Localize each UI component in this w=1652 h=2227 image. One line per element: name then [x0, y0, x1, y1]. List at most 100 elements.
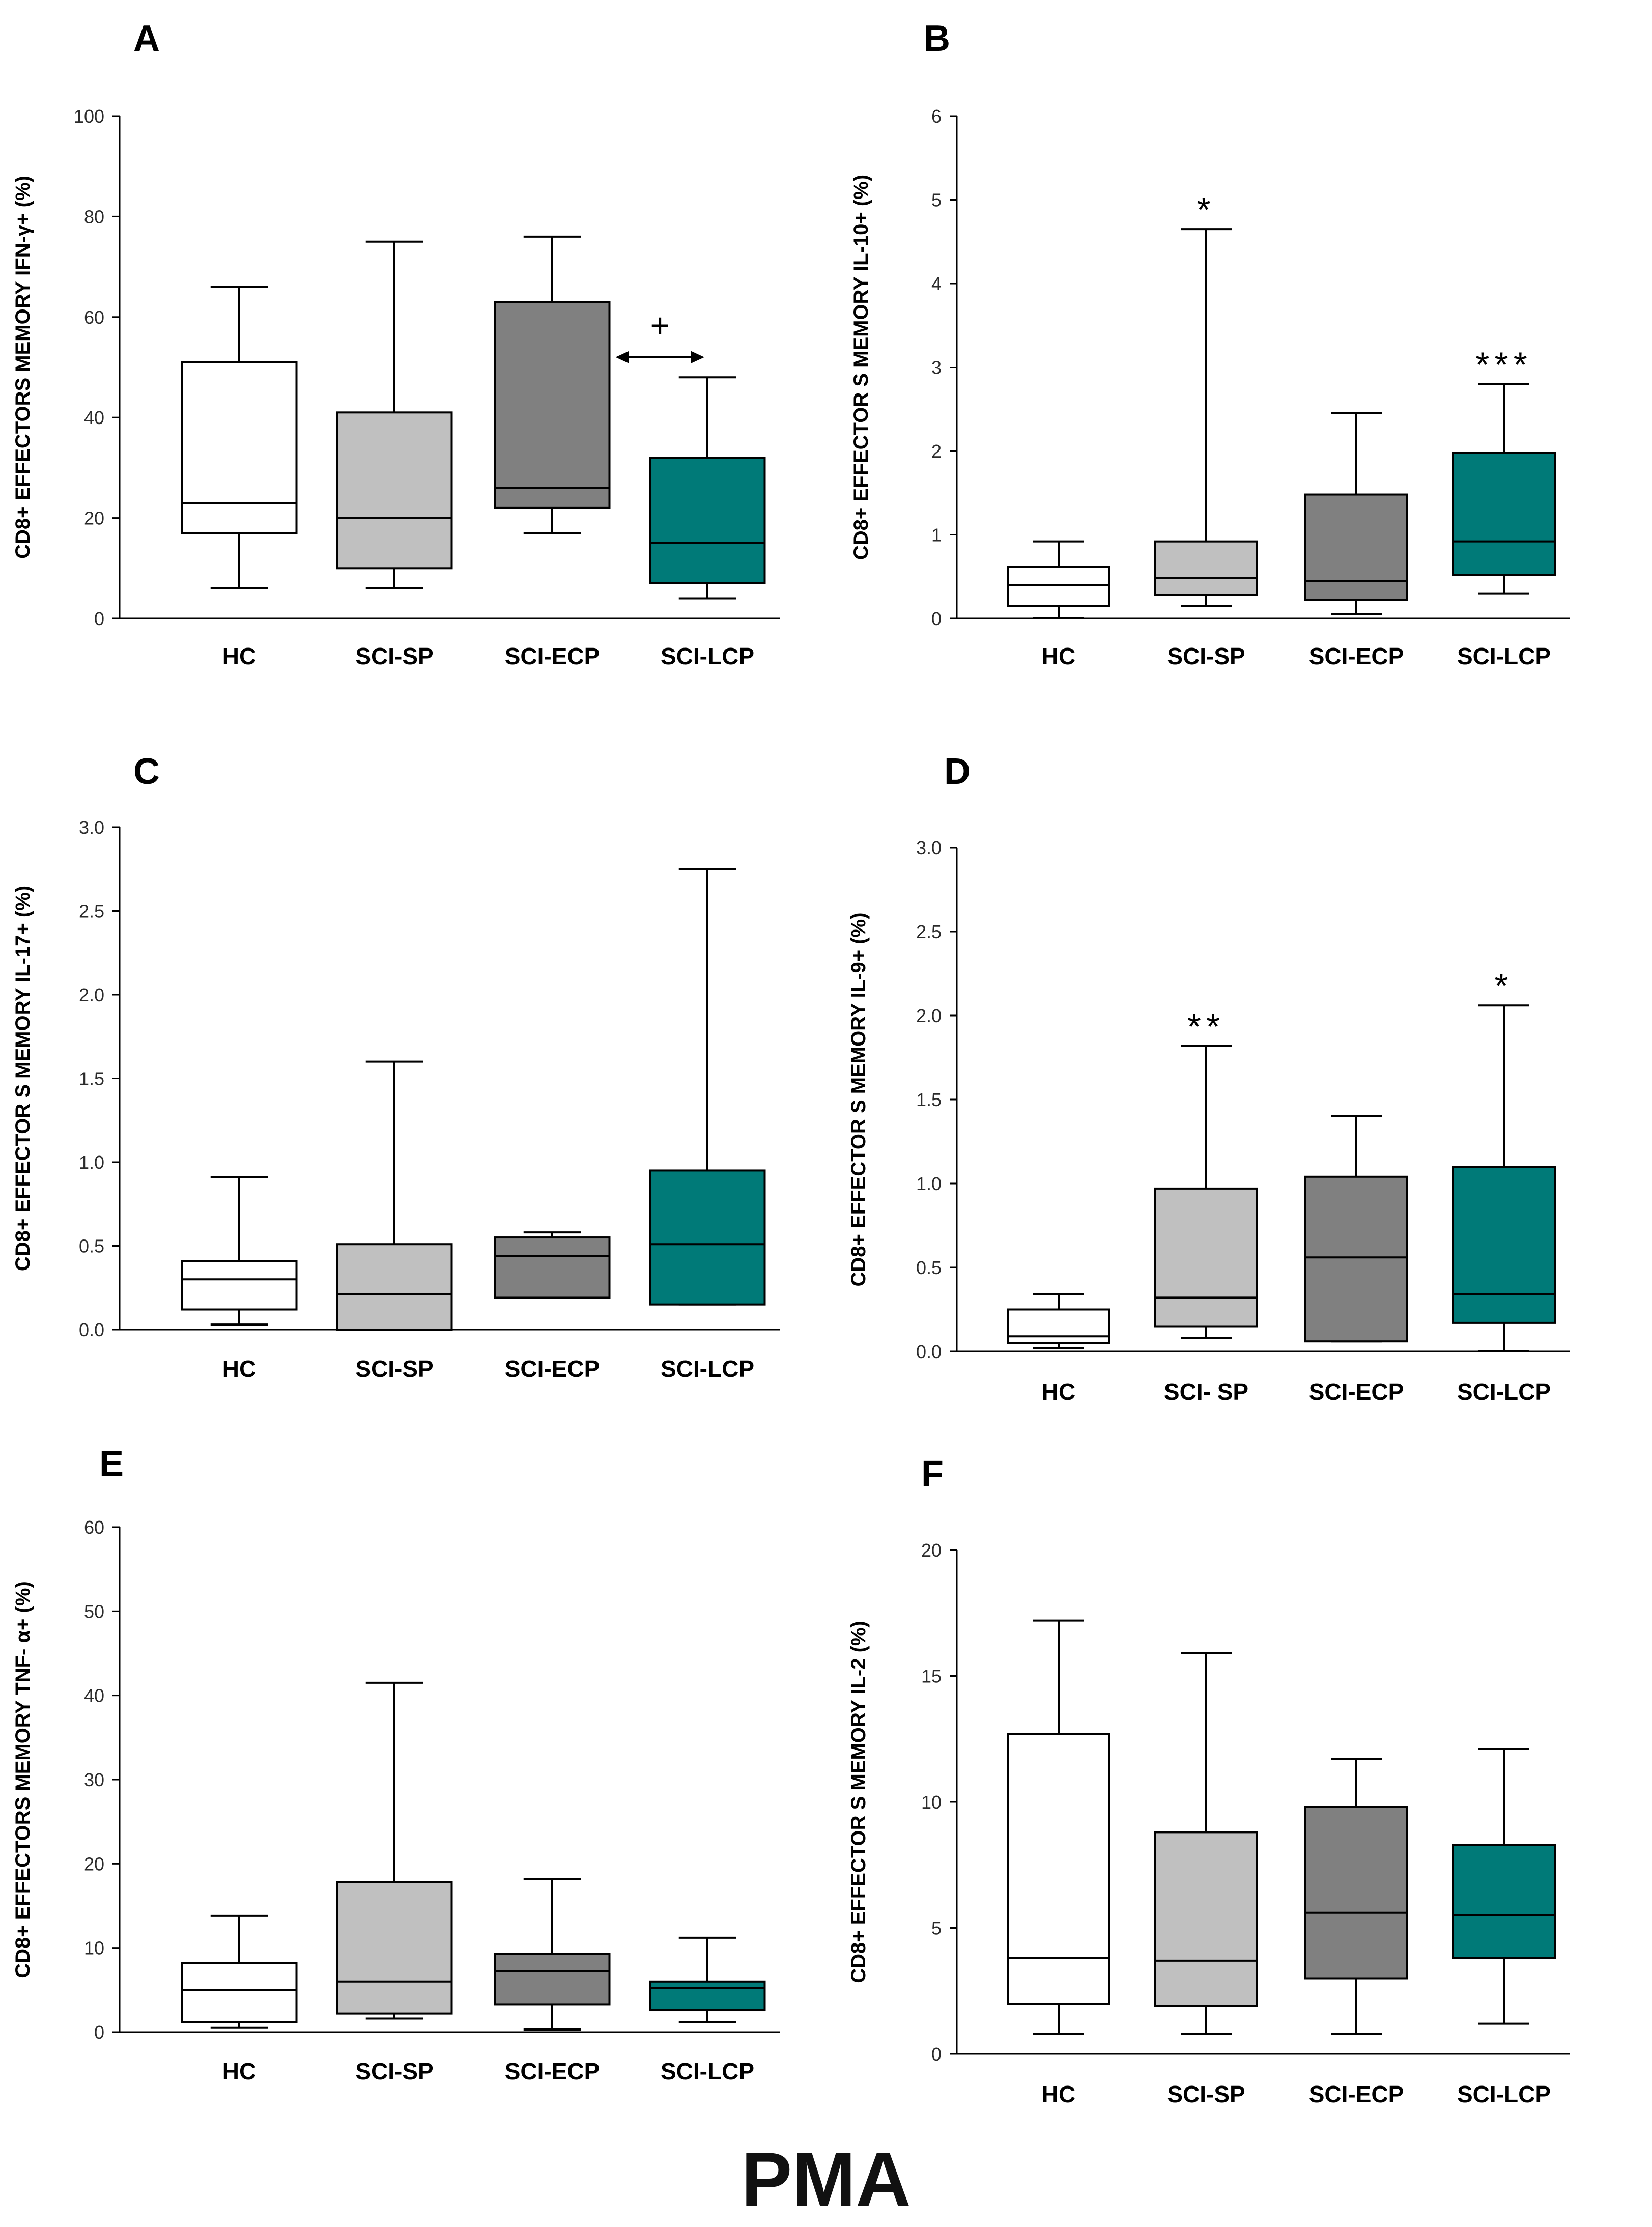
- y-tick-label: 15: [921, 1666, 942, 1687]
- iqr-box: [181, 1962, 298, 2023]
- x-tick-label: SCI-LCP: [1457, 643, 1551, 669]
- x-tick-label: SCI-ECP: [505, 643, 600, 669]
- y-tick-label: 1: [931, 525, 942, 546]
- x-tick-label: HC: [1042, 2081, 1075, 2107]
- iqr-box: [1452, 452, 1556, 576]
- box-sci-lcp: [649, 868, 766, 1306]
- box-hc: [1007, 1293, 1110, 1349]
- x-tick-label: HC: [1042, 643, 1075, 669]
- y-tick-label: 1.5: [916, 1089, 942, 1110]
- iqr-box: [1154, 540, 1258, 596]
- box-sci-ecp: [1304, 1115, 1408, 1343]
- y-axis-title: CD8+ EFFECTOR S MEMORY IL-9+ (%): [847, 913, 870, 1287]
- box-sci-lcp: *: [1452, 966, 1556, 1352]
- iqr-box: [1154, 1831, 1258, 2007]
- significance-marker: *: [1197, 190, 1215, 230]
- arrow-head-left: [615, 351, 629, 363]
- iqr-box: [494, 1953, 611, 2006]
- y-tick-label: 0.0: [79, 1319, 104, 1340]
- y-tick-label: 3: [931, 357, 942, 378]
- panel-c: C CD8+ EFFECTOR S MEMORY IL-17+ (%) 0.0 0.5…: [12, 751, 780, 1382]
- x-tick-label: SCI-LCP: [661, 643, 754, 669]
- y-tick-label: 3.0: [916, 837, 942, 858]
- box-hc: [181, 1176, 298, 1326]
- box-sci-sp: **: [1154, 1006, 1258, 1339]
- x-tick-label: HC: [222, 1356, 256, 1382]
- box-sci-lcp: ***: [1452, 345, 1556, 595]
- box-sci-sp: [1154, 1652, 1258, 2035]
- y-axis-title: CD8+ EFFECTOR S MEMORY IL-2 (%): [847, 1621, 870, 1983]
- x-tick-label: SCI-SP: [355, 1356, 433, 1382]
- stimulus-label: PMA: [741, 2136, 911, 2222]
- panel-d: D CD8+ EFFECTOR S MEMORY IL-9+ (%) 0.0 0.5 1…: [847, 751, 1570, 1405]
- iqr-box: [336, 411, 453, 570]
- y-tick-label: 60: [84, 307, 104, 328]
- x-tick-label: SCI-ECP: [505, 2058, 600, 2084]
- panel-letter: F: [921, 1454, 944, 1495]
- box-sci-ecp: [494, 1878, 611, 2031]
- y-tick-label: 6: [931, 106, 942, 127]
- x-tick-label: SCI-SP: [1167, 2081, 1245, 2107]
- y-tick-label: 1.0: [916, 1173, 942, 1194]
- y-tick-label: 0.0: [916, 1341, 942, 1362]
- y-tick-label: 0.5: [916, 1257, 942, 1278]
- y-tick-label: 2.0: [79, 984, 104, 1005]
- iqr-box: [649, 457, 766, 584]
- y-tick-label: 100: [74, 106, 104, 127]
- iqr-box: [494, 1236, 611, 1299]
- iqr-box: [1304, 1806, 1408, 1980]
- y-tick-label: 0: [931, 2044, 942, 2065]
- y-tick-label: 2: [931, 441, 942, 462]
- iqr-box: [1452, 1844, 1556, 1959]
- y-tick-label: 1.0: [79, 1152, 104, 1173]
- x-tick-label: HC: [222, 2058, 256, 2084]
- y-tick-label: 1.5: [79, 1068, 104, 1089]
- significance-marker: *: [1494, 966, 1513, 1006]
- panel-f: F CD8+ EFFECTOR S MEMORY IL-2 (%) 0 5 10 15 20…: [847, 1454, 1570, 2107]
- x-tick-label: SCI-LCP: [1457, 2081, 1551, 2107]
- y-tick-label: 10: [84, 1938, 104, 1959]
- panel-a: A CD8+ EFFECTORS MEMORY IFN-γ+ (%) 0 20 40 60…: [12, 18, 780, 669]
- box-hc: [181, 286, 298, 589]
- iqr-box: [1007, 1308, 1110, 1344]
- x-tick-label: SCI-ECP: [1309, 2081, 1404, 2107]
- x-tick-label: SCI- SP: [1164, 1378, 1248, 1405]
- arrow-head-right: [691, 351, 704, 363]
- box-sci-sp: [336, 1681, 453, 2020]
- panel-letter: A: [133, 18, 160, 59]
- panel-b: B CD8+ EFFECTOR S MEMORY IL-10+ (%) 0 1 2 3 4 5…: [850, 18, 1570, 669]
- y-tick-label: 60: [84, 1517, 104, 1538]
- y-tick-label: 0: [94, 2022, 104, 2043]
- iqr-box: [336, 1881, 453, 2015]
- x-tick-label: SCI-SP: [355, 643, 433, 669]
- x-tick-label: SCI-ECP: [1309, 643, 1404, 669]
- y-tick-label: 40: [84, 1685, 104, 1706]
- y-tick-label: 0.5: [79, 1236, 104, 1257]
- significance-marker: ***: [1475, 345, 1532, 384]
- y-tick-label: 50: [84, 1601, 104, 1622]
- y-tick-label: 2.0: [916, 1005, 942, 1026]
- y-tick-label: 2.5: [79, 901, 104, 922]
- y-tick-label: 20: [84, 508, 104, 529]
- y-tick-label: 5: [931, 1918, 942, 1939]
- panel-letter: D: [944, 751, 971, 792]
- x-tick-label: SCI-ECP: [1309, 1378, 1404, 1405]
- box-sci-lcp: [1452, 1748, 1556, 2025]
- x-tick-label: HC: [222, 643, 256, 669]
- box-sci-sp: *: [1154, 190, 1258, 607]
- box-sci-lcp: [649, 1936, 766, 2023]
- box-sci-ecp: [1304, 412, 1408, 615]
- y-axis-title: CD8+ EFFECTOR S MEMORY IL-10+ (%): [850, 175, 872, 560]
- y-tick-label: 20: [921, 1540, 942, 1561]
- y-tick-label: 20: [84, 1853, 104, 1874]
- y-tick-label: 4: [931, 273, 942, 294]
- box-sci-sp: [336, 240, 453, 589]
- y-tick-label: 30: [84, 1769, 104, 1790]
- y-tick-label: 5: [931, 190, 942, 211]
- box-sci-lcp: [649, 376, 766, 600]
- y-axis-title: CD8+ EFFECTORS MEMORY TNF- α+ (%): [12, 1581, 34, 1978]
- box-sci-ecp: [494, 1231, 611, 1299]
- box-sci-sp: [336, 1060, 453, 1331]
- box-hc: [1007, 1619, 1110, 2035]
- panel-e: E CD8+ EFFECTORS MEMORY TNF- α+ (%) 0 10 20 3…: [12, 1444, 780, 2084]
